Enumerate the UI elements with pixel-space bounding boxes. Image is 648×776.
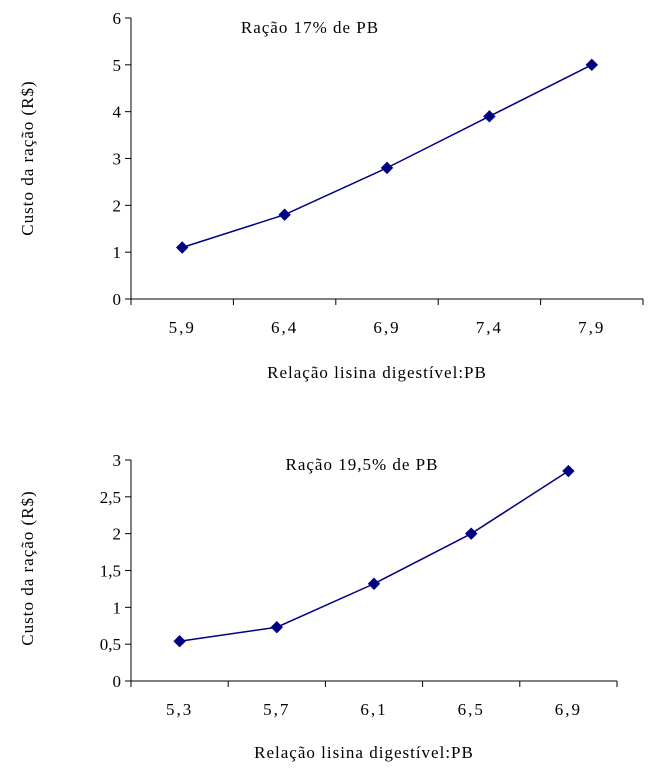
chart-2-data-point	[562, 464, 575, 478]
chart-1-y-axis-title: Custo da ração (R$)	[18, 80, 37, 235]
chart-1-data-point	[175, 241, 189, 254]
chart-1-x-tick-label: 5,9	[169, 318, 196, 337]
chart-2-y-tick-label: 3	[113, 451, 122, 470]
chart-2-y-tick-label: 0	[113, 672, 122, 691]
chart-2-title: Ração 19,5% de PB	[286, 455, 439, 474]
chart-1-y-tick-label: 0	[113, 290, 122, 309]
chart-1-data-point	[483, 110, 496, 123]
chart-1-x-tick-label: 7,4	[476, 318, 503, 337]
chart-1-y-tick-label: 4	[113, 103, 122, 122]
chart-2-series-line	[179, 470, 569, 642]
chart-2-y-tick-label: 2,5	[100, 488, 121, 507]
chart-2-x-tick-label: 6,5	[458, 700, 485, 719]
chart-1-y-tick-label: 2	[113, 196, 122, 215]
chart-1-y-tick-label: 3	[113, 150, 122, 169]
chart-2-y-tick-label: 1	[113, 598, 122, 617]
chart-1-x-tick-label: 7,9	[578, 318, 605, 337]
chart-2-y-axis-title: Custo da ração (R$)	[18, 490, 37, 645]
chart-2-data-point	[270, 621, 284, 634]
chart-2-x-tick-label: 6,1	[360, 700, 387, 719]
chart-1-x-tick-label: 6,9	[373, 318, 400, 337]
chart-2-data-point	[464, 527, 478, 540]
chart-1-y-tick-label: 1	[113, 243, 122, 262]
chart-1-y-tick-label: 6	[113, 9, 122, 28]
chart-1-x-tick-label: 6,4	[271, 318, 298, 337]
chart-2-data-point	[367, 577, 381, 590]
chart-2-x-axis-title: Relação lisina digestível:PB	[254, 743, 474, 762]
chart-2-y-tick-label: 2	[113, 525, 122, 544]
chart-2-y-tick-label: 0,5	[100, 635, 121, 654]
chart-1-data-point	[380, 161, 394, 175]
chart-2-x-tick-label: 5,7	[263, 700, 290, 719]
chart-1-series-line	[181, 64, 593, 249]
chart-2-data-point	[173, 635, 186, 648]
chart-2-x-tick-label: 5,3	[166, 700, 193, 719]
chart-1-data-point	[585, 58, 599, 72]
chart-1-data-point	[278, 208, 291, 221]
chart-2-x-tick-label: 6,9	[555, 700, 582, 719]
chart-1-x-axis-title: Relação lisina digestível:PB	[267, 363, 487, 382]
chart-1-title: Ração 17% de PB	[241, 18, 379, 37]
chart-1-y-tick-label: 5	[113, 56, 122, 75]
chart-2-y-tick-label: 1,5	[100, 562, 121, 581]
